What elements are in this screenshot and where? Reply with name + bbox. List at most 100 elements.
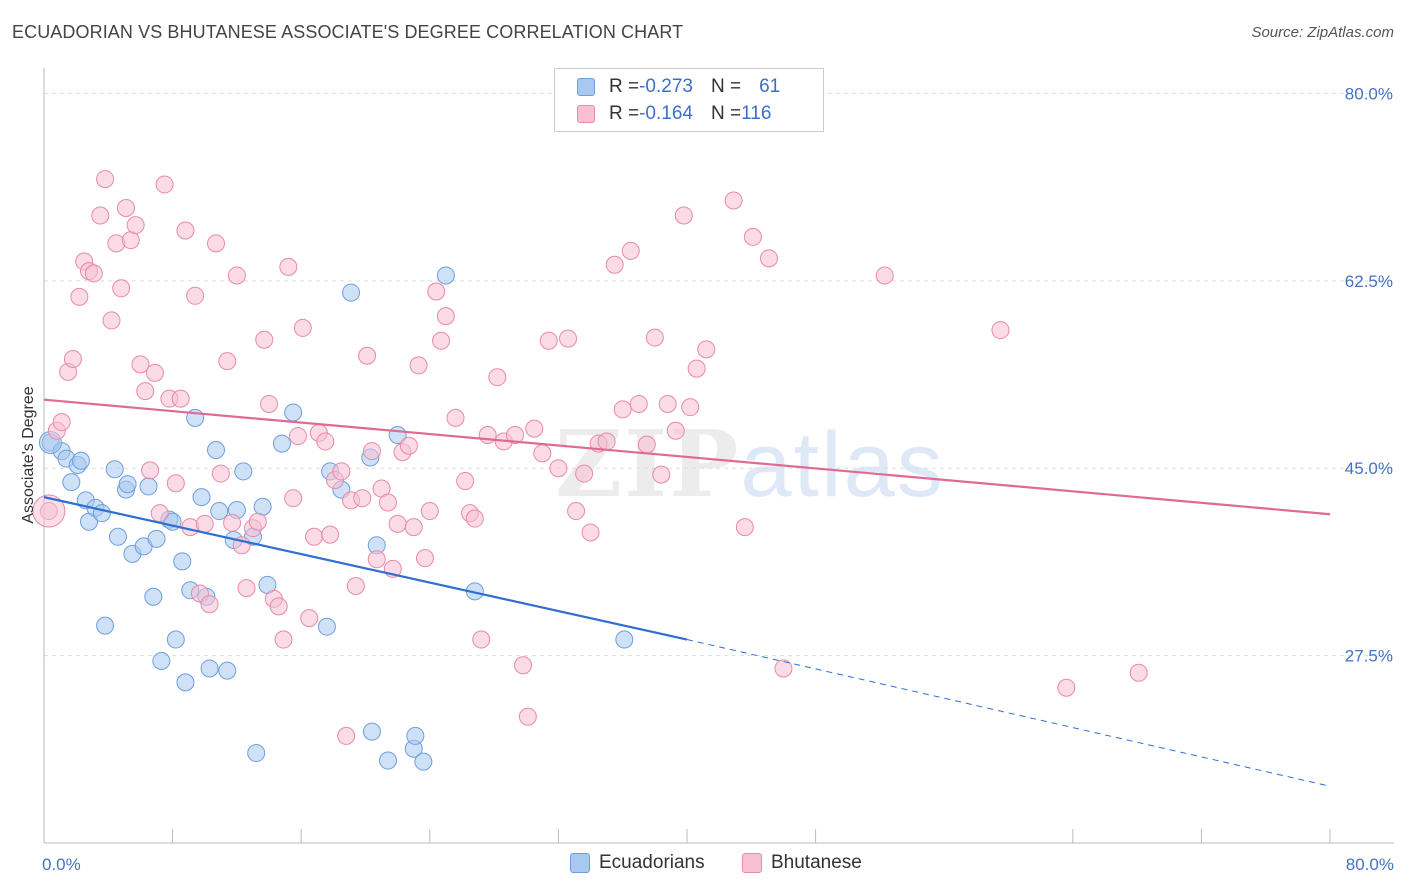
bhutanese-point [613,400,632,419]
ecuadorian-trend-line [43,496,688,641]
bhutanese-point [136,382,155,401]
ecuadorian-point [362,722,381,741]
ecuadorians-points [38,266,634,771]
x-tick-label: 80.0% [1346,855,1394,874]
ecuadorian-point [152,651,171,670]
bhutanese-point [96,170,115,189]
legend-n-value: 116 [741,103,772,124]
bhutanese-point [427,282,446,301]
chart-title: ECUADORIAN VS BHUTANESE ASSOCIATE'S DEGR… [12,22,684,42]
bhutanese-point-large [32,494,66,528]
bhutanese-point [367,550,386,569]
bhutanese-point [102,311,121,330]
ecuadorian-point [615,630,634,649]
ecuadorian-point [210,502,229,521]
bhutanese-point [539,331,558,350]
bhutanese-point [549,459,568,478]
legend-r-label: R = [609,103,640,124]
bhutanese-point [674,206,693,225]
bhutanese-point [735,518,754,537]
ecuadorian-point [108,527,127,546]
bhutanese-point [358,346,377,365]
bhutanese-point [211,464,230,483]
legend-item-ecuadorians[interactable]: Ecuadorians [570,852,705,874]
ecuadorian-point [176,673,195,692]
ecuadorian-point [139,477,158,496]
bhutanese-point [687,359,706,378]
bhutanese-point [404,518,423,537]
legend-swatch-bhutanese [742,853,762,873]
bhutanese-point [533,444,552,463]
bhutanese-point [195,514,214,533]
bhutanese-point [446,408,465,427]
bhutanese-point [353,489,372,508]
y-tick-label: 45.0% [1345,459,1393,478]
bhutanese-point [145,363,164,382]
bhutanese-point [629,394,648,413]
bhutanese-point [774,659,793,678]
bhutanese-point [218,352,237,371]
bhutanese-point [724,191,743,210]
bhutanese-point [456,472,475,491]
bhutanese-point [337,726,356,745]
bhutanese-point [116,198,135,217]
bhutanese-point [112,279,131,298]
bhutanese-point [91,206,110,225]
ecuadorian-point [272,434,291,453]
bhutanese-point [432,331,451,350]
ecuadorian-point [105,460,124,479]
bhutanese-point [388,514,407,533]
bhutanese-point [658,394,677,413]
bhutanese-point [991,321,1010,340]
legend-label-bhutanese: Bhutanese [771,852,862,873]
bhutanese-point [200,595,219,614]
legend-item-bhutanese[interactable]: Bhutanese [742,852,862,874]
bhutanese-point [255,330,274,349]
trend-lines [43,398,1331,787]
bhutanese-point [155,175,174,194]
legend-swatch-bhutanese [577,105,595,123]
ecuadorian-point [71,451,90,470]
watermark: ZIPatlas [555,410,945,518]
bhutanese-point [379,493,398,512]
bhutanese-point [346,577,365,595]
tick-labels: 80.0% 62.5% 45.0% 27.5% 0.0% 80.0% [42,84,1394,874]
y-tick-label: 27.5% [1345,647,1393,666]
legend-label-ecuadorians: Ecuadorians [599,852,705,873]
ecuadorian-point [247,744,266,763]
bhutanese-point [415,549,434,568]
ecuadorian-point [92,504,111,523]
bhutanese-point [332,462,351,481]
bhutanese-point [420,502,439,521]
y-tick-label: 80.0% [1345,84,1393,103]
bhutanese-point [465,509,484,528]
ecuadorian-point [284,403,303,422]
bhutanese-point [559,329,578,348]
y-tick-label: 62.5% [1345,272,1393,291]
bhutanese-point [1057,678,1076,697]
bhutanese-point [321,525,340,544]
legend-n-value: 61 [759,76,781,97]
ecuadorian-point [118,475,137,494]
bhutanese-point [488,368,507,387]
ecuadorian-point [234,462,253,481]
ecuadorian-point [144,587,163,606]
bhutanese-point [293,318,312,337]
ecuadorian-point [147,529,166,548]
bhutanese-point [176,221,195,240]
bhutanese-point [875,266,894,285]
series-legend: Ecuadorians Bhutanese [0,852,1406,878]
bhutanese-point [269,597,288,616]
bhutanese-point [605,255,624,274]
bhutanese-point [52,413,71,432]
bhutanese-point [186,286,205,305]
legend-r-value: -0.273 [639,76,693,97]
bhutanese-point [759,249,778,268]
y-axis-title: Associate's Degree [20,386,37,523]
bhutanese-point [567,502,586,521]
bhutanese-point [223,513,242,532]
bhutanese-point [575,464,594,483]
bhutanese-points [32,170,1148,745]
bhutanese-trend-line [43,398,1331,516]
ecuadorian-point [406,726,425,745]
